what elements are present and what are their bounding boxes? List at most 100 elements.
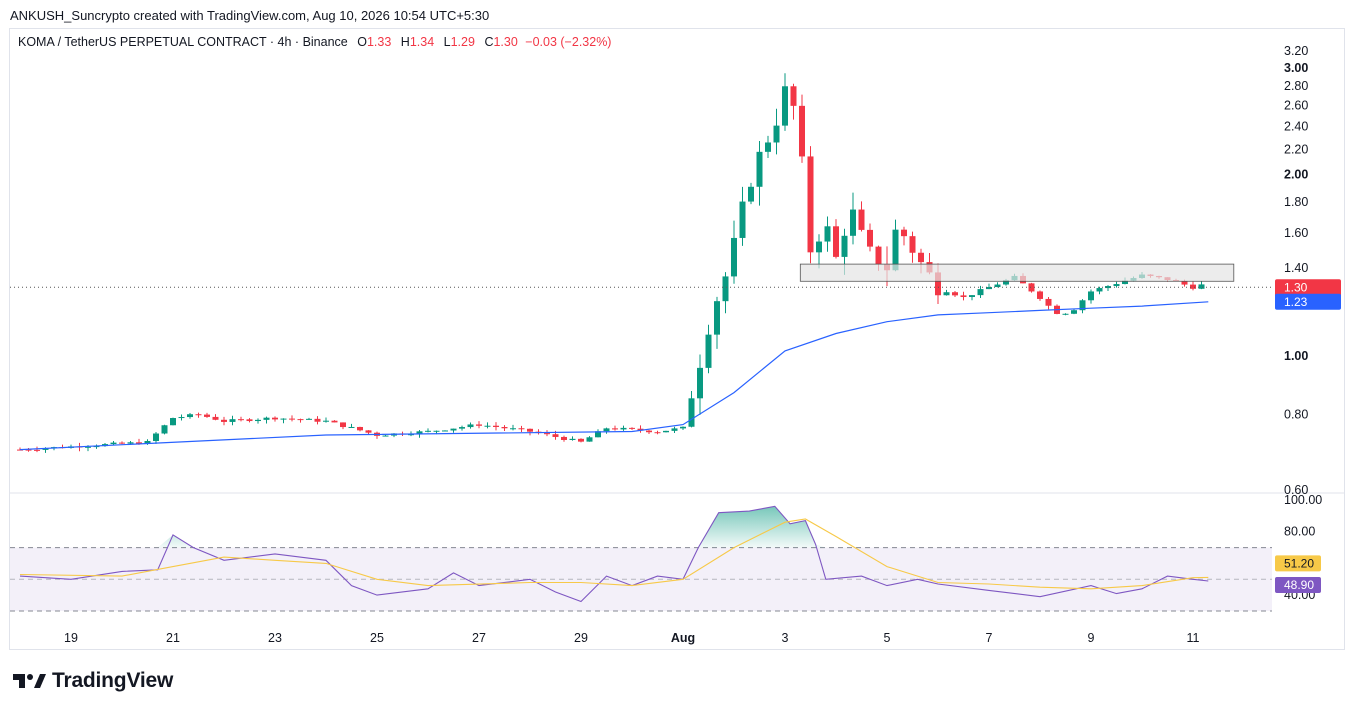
candle-body xyxy=(280,418,287,420)
candle-body xyxy=(739,201,746,238)
candle-body xyxy=(467,424,474,428)
candle-body xyxy=(765,142,771,152)
legend-low: 1.29 xyxy=(450,35,475,49)
candle-body xyxy=(1122,280,1128,285)
candle-body xyxy=(824,226,831,242)
candle-body xyxy=(518,428,525,430)
candle-body xyxy=(620,427,627,430)
price-tick-label: 3.00 xyxy=(1284,61,1308,75)
candle-body xyxy=(416,431,423,435)
date-tick-label: 27 xyxy=(472,631,486,645)
candle-body xyxy=(221,419,227,422)
candle-body xyxy=(272,417,278,420)
candle-body xyxy=(637,428,644,431)
candle-body xyxy=(408,434,414,436)
candle-body xyxy=(365,430,372,433)
rsi-ma-tag-bg xyxy=(1275,555,1321,572)
candle-body xyxy=(1062,313,1069,315)
candle-body xyxy=(17,449,23,451)
candle-body xyxy=(161,425,168,434)
candle-body xyxy=(357,426,363,431)
candle-body xyxy=(578,438,584,442)
candle-body xyxy=(246,419,253,422)
candle-body xyxy=(731,237,737,277)
rsi-tag-bg xyxy=(1275,577,1321,594)
candle-body xyxy=(484,425,491,427)
rsi-tick-label: 80.00 xyxy=(1284,525,1315,539)
candle-body xyxy=(153,433,159,441)
candle-body xyxy=(382,435,389,437)
candle-body xyxy=(119,442,125,444)
price-tick-label: 1.40 xyxy=(1284,261,1308,275)
candle-body xyxy=(603,428,610,432)
candle-body xyxy=(782,86,788,126)
candle-body xyxy=(1088,291,1094,301)
candle-body xyxy=(510,428,516,430)
rsi-tick-label: 100.00 xyxy=(1284,493,1322,507)
candle-body xyxy=(994,284,1001,288)
tradingview-brand[interactable]: TradingView xyxy=(12,669,173,693)
candle-body xyxy=(748,186,754,202)
candle-body xyxy=(595,431,601,438)
candle-body xyxy=(790,86,797,106)
candle-body xyxy=(977,289,984,296)
candle-body xyxy=(1003,280,1009,285)
candle-body xyxy=(773,125,780,143)
candle-body xyxy=(705,334,712,368)
legend-open: 1.33 xyxy=(366,35,392,49)
candle-body xyxy=(348,426,355,428)
candle-body xyxy=(1045,298,1052,306)
candle-body xyxy=(714,301,720,335)
candle-body xyxy=(807,156,814,253)
candle-body xyxy=(93,446,100,448)
rsi-ma-line xyxy=(19,518,1209,590)
candle-body xyxy=(697,367,703,399)
candle-body xyxy=(935,272,941,296)
candle-body xyxy=(42,448,49,450)
price-tick-label: 2.00 xyxy=(1284,167,1308,181)
candle-body xyxy=(909,236,916,253)
candle-body xyxy=(297,419,304,421)
chart-credit: ANKUSH_Suncrypto created with TradingVie… xyxy=(10,8,490,23)
candle-body xyxy=(756,151,763,187)
candle-body xyxy=(314,418,321,422)
candle-body xyxy=(85,446,91,448)
candle-body xyxy=(943,292,950,296)
legend-high-key: H xyxy=(400,35,410,49)
ma-tag-text: 1.23 xyxy=(1284,295,1308,309)
candle-body xyxy=(170,418,176,426)
rsi-ma-tag-text: 51.20 xyxy=(1284,556,1314,570)
price-tick-label: 2.80 xyxy=(1284,79,1308,93)
resistance-zone xyxy=(799,263,1235,282)
legend-low-key: L xyxy=(443,35,451,49)
date-tick-label: 21 xyxy=(166,631,180,645)
candle-body xyxy=(187,414,193,418)
candle-body xyxy=(127,442,134,444)
chart-frame xyxy=(9,28,1345,650)
candle-body xyxy=(1096,288,1103,292)
candle-body xyxy=(527,428,533,432)
candle-body xyxy=(646,430,652,433)
date-tick-label: 25 xyxy=(370,631,384,645)
candle-body xyxy=(331,420,338,423)
candle-body xyxy=(110,442,117,445)
candle-body xyxy=(561,436,567,440)
candle-body xyxy=(586,437,593,442)
brand-name: TradingView xyxy=(52,669,174,692)
candle-body xyxy=(459,427,465,429)
candle-body xyxy=(25,449,32,451)
candle-body xyxy=(952,292,958,296)
price-tag-text: 1.30 xyxy=(1284,280,1308,294)
candle-body xyxy=(178,417,185,419)
candle-body xyxy=(1028,283,1035,292)
ma-tag-bg xyxy=(1275,293,1341,310)
chart-legend: KOMA / TetherUS PERPETUAL CONTRACT · 4h … xyxy=(18,35,611,49)
candle-body xyxy=(289,418,295,420)
candle-body xyxy=(501,426,508,429)
legend-close: 1.30 xyxy=(493,35,518,49)
date-tick-label: 3 xyxy=(782,631,789,645)
candle-body xyxy=(136,442,142,445)
price-tick-label: 0.80 xyxy=(1284,408,1308,422)
candle-body xyxy=(340,422,346,428)
